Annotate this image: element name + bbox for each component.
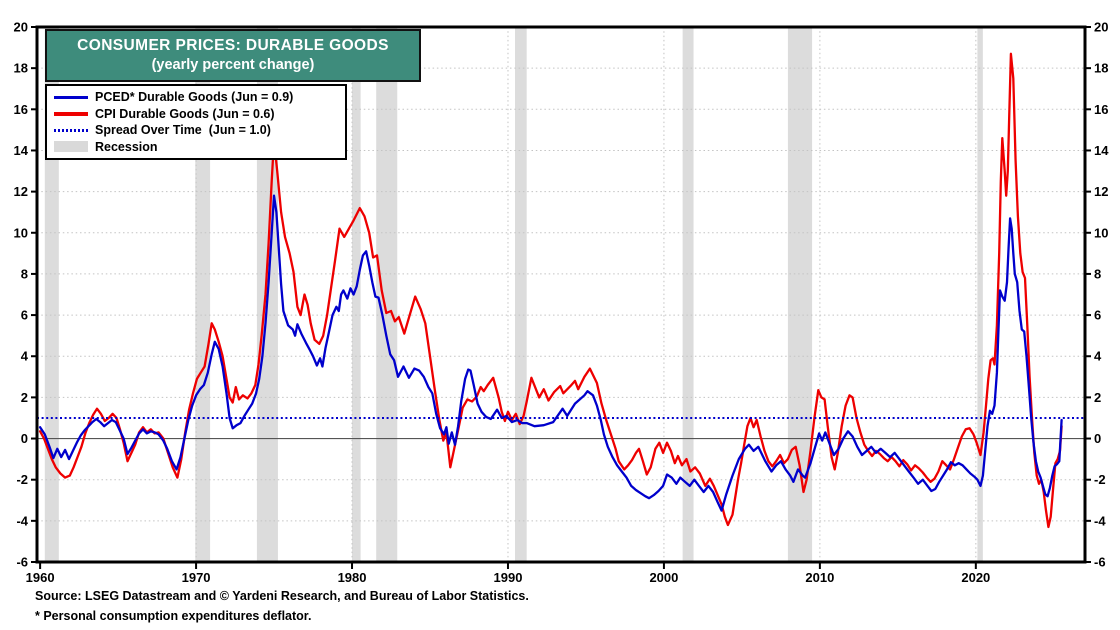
y-axis-label-left: 4 [21,349,29,364]
pced-durable-goods-line [38,194,1063,512]
recession-band [514,27,527,562]
y-axis-label-right: 6 [1094,308,1101,323]
legend-label-spread: Spread Over Time (Jun = 1.0) [95,123,271,138]
pced-line-swatch [51,95,95,99]
x-axis-label: 1980 [338,570,367,585]
legend: PCED* Durable Goods (Jun = 0.9) CPI Dura… [45,84,347,160]
y-axis-label-right: -2 [1094,472,1106,487]
legend-label-cpi: CPI Durable Goods (Jun = 0.6) [95,106,275,121]
chart-subtitle: (yearly percent change) [151,57,315,73]
plot-area [37,27,1085,562]
y-axis-label-left: 10 [14,225,28,240]
y-axis-label-left: 18 [14,61,28,76]
y-axis-label-right: 10 [1094,225,1108,240]
y-axis-label-left: 8 [21,266,28,281]
y-axis-label-right: 20 [1094,20,1108,35]
legend-item-cpi: CPI Durable Goods (Jun = 0.6) [51,106,341,123]
y-axis-label-right: 16 [1094,102,1108,117]
y-axis-label-right: 18 [1094,61,1108,76]
legend-label-recession: Recession [95,139,158,154]
recession-band [787,27,813,562]
x-axis-label: 2000 [649,570,678,585]
x-axis-label: 1990 [494,570,523,585]
x-axis-label: 1960 [26,570,55,585]
y-axis-label-right: -6 [1094,555,1106,570]
y-axis-label-left: 12 [14,184,28,199]
y-axis-label-left: -6 [16,555,28,570]
legend-label-pced: PCED* Durable Goods (Jun = 0.9) [95,90,294,105]
y-axis-label-right: 2 [1094,390,1101,405]
x-axis-label: 1970 [182,570,211,585]
recession-band [376,27,398,562]
legend-item-recession: Recession [51,139,341,156]
y-axis-label-left: 2 [21,390,28,405]
plot-border [35,25,1087,564]
y-axis-label-right: 14 [1094,143,1109,158]
y-axis-label-left: 6 [21,308,28,323]
legend-item-spread: Spread Over Time (Jun = 1.0) [51,122,341,139]
recession-band [44,27,59,562]
y-axis-label-left: 16 [14,102,28,117]
y-axis-label-right: 0 [1094,431,1101,446]
y-axis-label-right: -4 [1094,513,1106,528]
cpi-line-swatch [51,112,95,116]
source-note: Source: LSEG Datastream and © Yardeni Re… [35,589,529,603]
x-axis-label: 2010 [805,570,834,585]
chart-title: CONSUMER PRICES: DURABLE GOODS [77,37,389,54]
recession-band [682,27,694,562]
recession-band [195,27,211,562]
x-axis-label: 2020 [961,570,990,585]
footnote: * Personal consumption expenditures defl… [35,609,312,623]
y-axis-label-left: 14 [14,143,29,158]
y-axis-label-left: 0 [21,431,28,446]
cpi-durable-goods-line [38,52,1063,529]
y-axis-label-left: 20 [14,20,28,35]
y-axis-label-right: 12 [1094,184,1108,199]
recession-band [977,27,983,562]
recession-swatch [51,141,95,153]
spread-dotted-line-swatch [51,128,95,132]
chart-title-box: CONSUMER PRICES: DURABLE GOODS (yearly p… [45,29,421,82]
y-axis-label-right: 8 [1094,266,1101,281]
legend-item-pced: PCED* Durable Goods (Jun = 0.9) [51,89,341,106]
y-axis-label-left: -2 [16,472,28,487]
recession-band [352,27,361,562]
y-axis-label-left: -4 [16,513,28,528]
y-axis-label-right: 4 [1094,349,1102,364]
